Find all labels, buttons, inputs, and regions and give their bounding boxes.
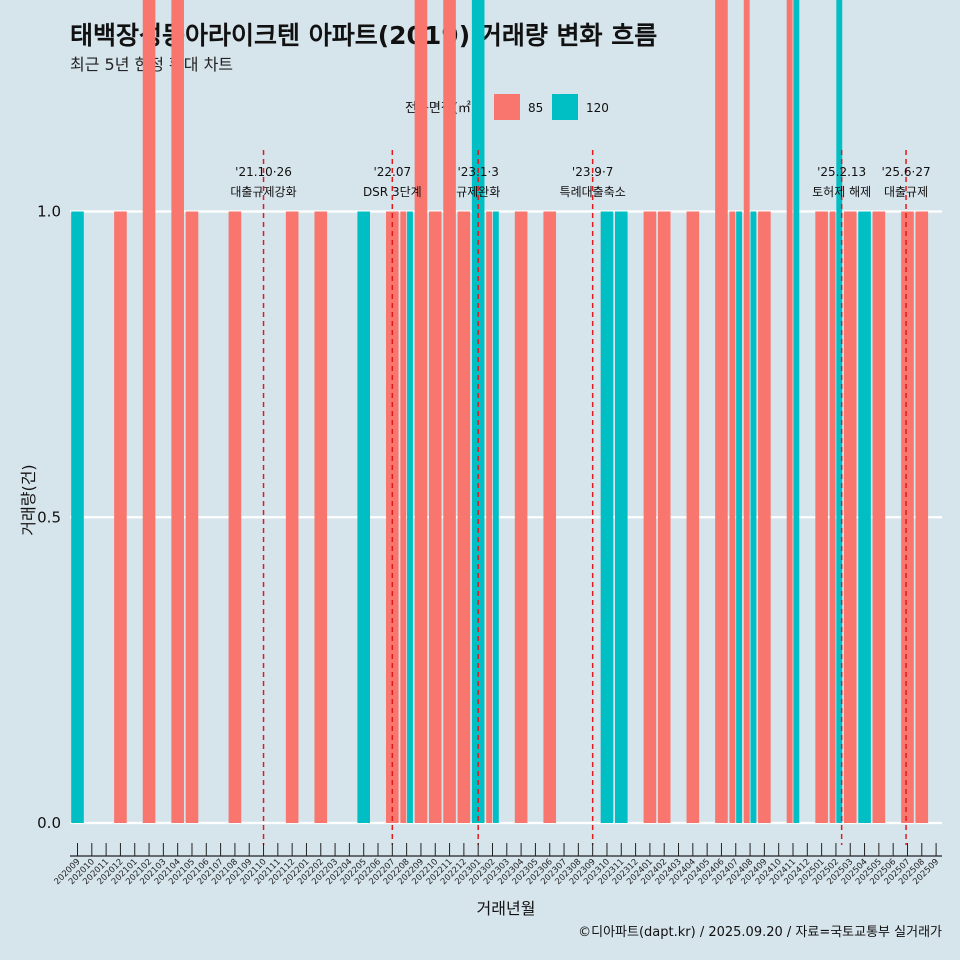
bar-202104-85	[171, 0, 184, 823]
annotation-label: DSR 3단계	[363, 185, 422, 199]
bars	[71, 0, 929, 823]
bar-202311-120	[614, 211, 628, 823]
x-axis-label: 거래년월	[477, 899, 536, 918]
x-axis: 2020092020102020112020122021012021022021…	[53, 843, 942, 887]
bar-202404-85	[686, 211, 700, 823]
chart-caption: ©디아파트(dapt.kr) / 2025.09.20 / 자료=국토교통부 실…	[578, 925, 942, 940]
bar-202209-85	[414, 0, 428, 823]
legend: 전용면적(㎡) 85 120	[405, 94, 609, 120]
legend-swatch-85	[494, 94, 520, 120]
annotation-date: '23.1·3	[457, 165, 498, 179]
bar-202507-85	[901, 211, 914, 823]
y-tick-label: 1.0	[37, 203, 61, 221]
bar-202408-85	[743, 0, 750, 823]
annotation-label: 특례대출축소	[560, 185, 626, 199]
annotation-date: '22.07	[373, 165, 411, 179]
legend-label-120: 120	[586, 101, 609, 115]
bar-202102-85	[142, 0, 156, 823]
annotation-date: '25.2.13	[817, 165, 866, 179]
bar-202411-85	[786, 0, 793, 823]
y-axis-label: 거래량(건)	[19, 464, 38, 535]
y-tick-label: 0.0	[37, 814, 61, 832]
bar-202409-85	[758, 211, 771, 823]
bar-202211-85	[443, 0, 456, 823]
bar-202208-120	[407, 211, 413, 823]
bar-202012-85	[114, 211, 127, 823]
bar-202205-120	[357, 211, 370, 823]
bar-202310-120	[600, 211, 614, 823]
bar-202207-85	[386, 211, 399, 823]
bar-202503-85	[843, 211, 857, 823]
annotation-label: 규제완화	[456, 185, 500, 199]
bar-202401-85	[643, 211, 657, 823]
annotation-date: '25.6·27	[881, 165, 930, 179]
chart-title: 태백장성동아라이크텐 아파트(2019) 거래량 변화 흐름	[70, 21, 657, 50]
bar-202210-85	[428, 211, 442, 823]
bar-202302-85	[486, 211, 493, 823]
bar-202411-120	[793, 0, 800, 823]
annotation-label: 대출규제	[884, 185, 928, 199]
bar-202208-85	[400, 211, 407, 823]
bar-202212-85	[457, 211, 471, 823]
annotation-label: 대출규제강화	[230, 185, 296, 199]
annotation-label: 토허제 해제	[812, 185, 871, 199]
bar-202504-120	[858, 211, 871, 823]
bar-202407-85	[729, 211, 736, 823]
y-axis-tick-labels: 0.00.51.01.52.0	[37, 203, 61, 833]
bar-202402-85	[657, 211, 671, 823]
bar-202202-85	[314, 211, 328, 823]
bar-202009-120	[71, 211, 84, 823]
bar-202108-85	[228, 211, 242, 823]
bar-202105-85	[185, 211, 199, 823]
bar-202505-85	[872, 211, 886, 823]
bar-202502-85	[829, 211, 836, 823]
bar-202502-120	[836, 0, 843, 823]
bar-202302-120	[492, 211, 499, 823]
bar-202304-85	[514, 211, 528, 823]
annotation-date: '23.9·7	[572, 165, 613, 179]
bar-202306-85	[543, 211, 557, 823]
bar-202406-85	[715, 0, 728, 823]
annotation-date: '21.10·26	[235, 165, 292, 179]
bar-202501-85	[815, 211, 828, 823]
bar-202408-120	[750, 211, 757, 823]
bar-202508-85	[915, 211, 929, 823]
annotations: '21.10·26 대출규제강화 '22.07 DSR 3단계 '23.1·3 규제완화 '…	[230, 150, 931, 845]
gridlines	[70, 210, 942, 825]
legend-swatch-120	[552, 94, 578, 120]
bar-202407-120	[736, 211, 743, 823]
bar-202112-85	[285, 211, 299, 823]
y-tick-label: 0.5	[37, 508, 61, 526]
legend-label-85: 85	[528, 101, 543, 115]
